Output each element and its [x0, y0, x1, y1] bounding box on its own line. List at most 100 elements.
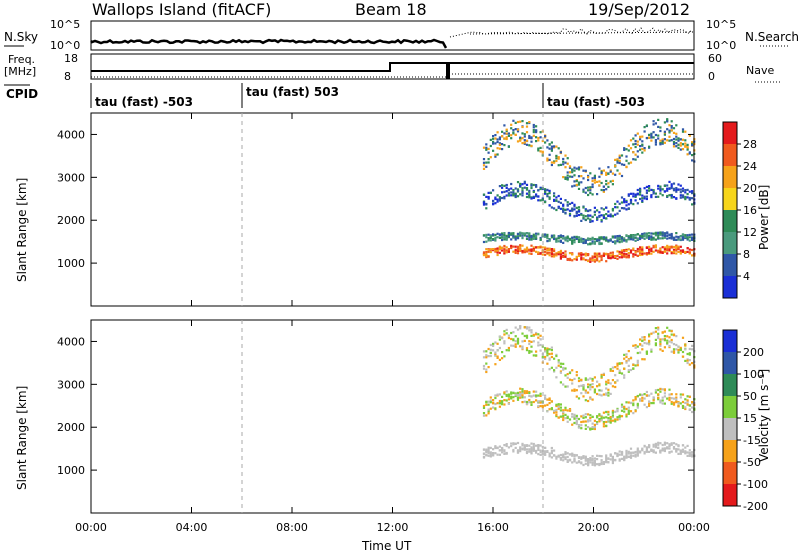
range-cell: [516, 188, 520, 191]
range-cell: [539, 199, 542, 202]
range-cell: [691, 190, 694, 193]
range-cell: [503, 137, 506, 140]
range-cell: [487, 366, 490, 369]
range-cell: [494, 137, 497, 140]
range-cell: [498, 199, 501, 202]
range-cell: [530, 184, 533, 187]
range-cell: [514, 345, 517, 348]
range-cell: [643, 126, 646, 129]
range-cell: [568, 378, 572, 381]
range-cell: [620, 251, 624, 254]
range-cell: [564, 453, 567, 456]
range-cell: [675, 188, 678, 191]
range-cell: [636, 364, 639, 367]
range-cell: [681, 336, 685, 339]
range-cell: [675, 252, 678, 255]
range-cell: [686, 143, 689, 146]
range-cell: [519, 387, 522, 390]
range-cell: [625, 208, 628, 211]
range-cell: [494, 446, 497, 450]
range-cell: [593, 388, 596, 391]
range-cell: [528, 391, 531, 395]
range-cell: [514, 121, 517, 124]
range-cell: [537, 252, 540, 255]
range-cell: [566, 452, 569, 455]
range-cell: [535, 125, 538, 128]
range-cell: [566, 376, 569, 379]
range-cell: [577, 254, 581, 257]
range-cell: [688, 353, 691, 356]
range-cell: [657, 125, 660, 128]
range-cell: [620, 457, 624, 460]
range-cell: [521, 401, 524, 404]
range-cell: [607, 166, 610, 169]
range-cell: [577, 424, 581, 427]
range-cell: [620, 415, 624, 418]
range-cell: [684, 139, 687, 142]
range-cell: [489, 237, 492, 240]
range-cell: [489, 138, 492, 141]
range-cell: [681, 235, 685, 238]
range-cell: [512, 232, 515, 235]
range-cell: [675, 197, 678, 200]
range-cell: [523, 448, 526, 451]
range-cell: [541, 198, 544, 201]
range-cell: [654, 446, 657, 449]
range-cell: [675, 448, 678, 451]
range-cell: [688, 239, 691, 242]
colorbar-tick-label: 200: [743, 346, 764, 359]
range-cell: [602, 189, 605, 192]
range-cell: [575, 422, 578, 426]
range-cell: [607, 419, 610, 422]
range-cell: [625, 199, 628, 202]
range-cell: [616, 254, 619, 257]
range-cell: [525, 237, 529, 240]
range-cell: [659, 340, 662, 343]
range-cell: [501, 235, 504, 238]
range-cell: [659, 185, 662, 188]
range-cell: [571, 454, 574, 457]
range-cell: [494, 247, 497, 251]
range-cell: [555, 411, 558, 414]
range-cell: [521, 390, 524, 393]
range-cell: [575, 206, 578, 209]
range-cell: [557, 194, 560, 198]
range-cell: [684, 359, 687, 362]
range-cell: [598, 255, 601, 258]
range-cell: [555, 208, 558, 212]
range-cell: [632, 238, 635, 241]
range-cell: [663, 248, 666, 251]
range-cell: [541, 445, 544, 449]
range-cell: [686, 403, 689, 406]
range-cell: [546, 235, 549, 238]
range-cell: [679, 251, 682, 254]
range-cell: [602, 214, 605, 217]
range-cell: [537, 336, 540, 339]
range-cell: [629, 452, 633, 455]
freq-panel: Freq. [MHz] 18 8 60 0 Nave: [4, 52, 780, 83]
range-cell: [519, 447, 522, 450]
range-cell: [512, 236, 515, 239]
range-cell: [639, 247, 642, 251]
range-cell: [593, 391, 596, 394]
range-cell: [672, 196, 676, 199]
range-cell: [620, 237, 624, 240]
range-cell: [492, 248, 495, 251]
range-cell: [584, 420, 587, 423]
range-cell: [634, 253, 637, 256]
range-cell: [596, 209, 599, 212]
range-cell: [492, 233, 495, 236]
range-cell: [634, 158, 637, 161]
range-cell: [512, 250, 515, 253]
range-cell: [591, 398, 594, 401]
range-cell: [591, 240, 594, 243]
range-cell: [593, 260, 596, 263]
range-cell: [546, 159, 549, 162]
range-cell: [546, 350, 549, 353]
range-cell: [523, 141, 526, 144]
date-title: 19/Sep/2012: [588, 0, 690, 19]
range-cell: [573, 388, 576, 391]
range-cell: [632, 404, 635, 407]
range-cell: [555, 457, 558, 460]
range-cell: [530, 235, 533, 238]
